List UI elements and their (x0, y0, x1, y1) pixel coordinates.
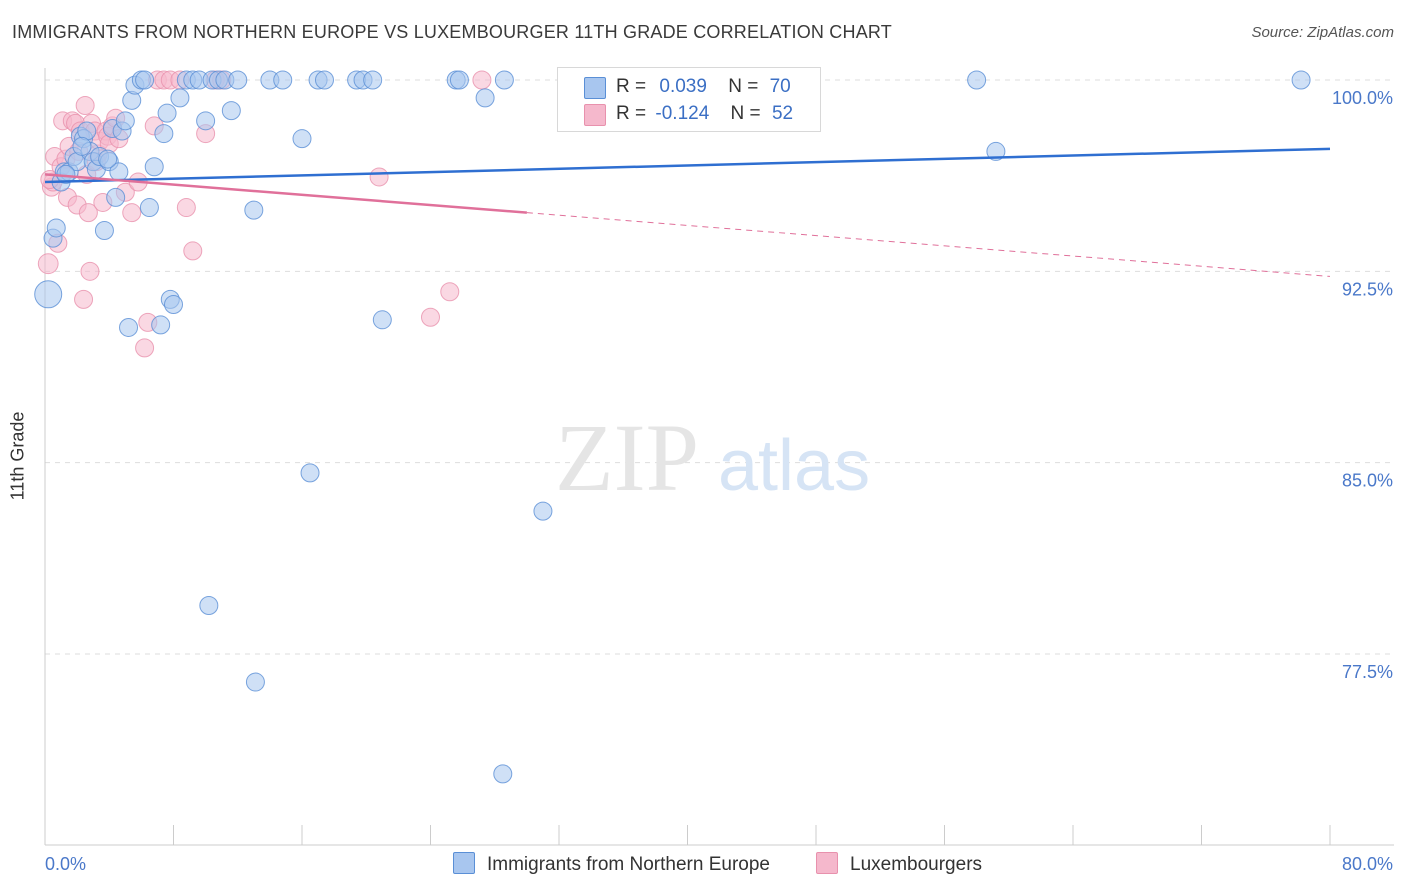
stats-legend: R = 0.039 N = 70 R = -0.124 N = 52 (557, 67, 821, 132)
luxembourger-point (80, 261, 100, 281)
watermark: ZIP atlas (555, 404, 870, 511)
northern-europe-point (273, 70, 293, 90)
northern-europe-point (300, 463, 320, 483)
y-tick-label: 92.5% (1342, 279, 1393, 299)
northern-europe-point (475, 88, 495, 108)
x-tick-labels: 0.0% 80.0% (45, 854, 1393, 874)
x-tick-label-max: 80.0% (1342, 854, 1393, 874)
trend-line-luxembourgers-projection (526, 212, 1331, 277)
luxembourger-point (176, 198, 196, 218)
northern-europe-point (967, 70, 987, 90)
luxembourger-point (369, 167, 389, 187)
northern-europe-point (493, 764, 513, 784)
source-label: Source: ZipAtlas.com (1251, 24, 1394, 41)
x-tick-label-min: 0.0% (45, 854, 86, 874)
luxembourger-point (74, 289, 94, 309)
legend-r-label-2: R = (616, 103, 647, 124)
northern-europe-point (199, 596, 219, 616)
trend-lines (44, 147, 1331, 277)
luxembourger-point (78, 203, 98, 223)
axes (44, 68, 1394, 846)
northern-europe-point (98, 149, 118, 169)
northern-europe-points (34, 70, 1311, 784)
northern-europe-point (164, 294, 183, 314)
luxembourger-point (421, 307, 440, 327)
bottom-legend-swatch-pink (816, 852, 838, 874)
northern-europe-point (115, 111, 135, 131)
northern-europe-point (314, 70, 334, 90)
legend-r-value-1: 0.039 (659, 76, 707, 97)
y-tick-label: 85.0% (1342, 471, 1393, 491)
northern-europe-point (221, 101, 241, 121)
watermark-atlas: atlas (718, 426, 870, 506)
legend-row-2: R = -0.124 N = 52 (616, 103, 793, 127)
legend-swatch-blue (584, 77, 606, 99)
luxembourger-point (122, 203, 142, 223)
northern-europe-point (363, 70, 383, 90)
chart-title: IMMIGRANTS FROM NORTHERN EUROPE VS LUXEM… (12, 22, 892, 42)
y-axis-label: 11th Grade (7, 411, 28, 501)
northern-europe-point (245, 672, 265, 692)
legend-n-value-2: 52 (771, 103, 794, 124)
luxembourgers-points (37, 70, 492, 358)
northern-europe-point (372, 310, 392, 330)
northern-europe-point (72, 136, 92, 156)
northern-europe-point (34, 280, 63, 309)
bottom-legend-label-1: Immigrants from Northern Europe (487, 854, 770, 875)
luxembourger-point (183, 241, 203, 261)
legend-n-label-2: N = (730, 103, 761, 124)
legend-swatch-pink (584, 104, 606, 126)
luxembourger-point (75, 96, 95, 116)
northern-europe-point (122, 90, 142, 110)
northern-europe-point (196, 111, 216, 131)
northern-europe-point (292, 129, 312, 149)
northern-europe-point (151, 315, 171, 335)
y-tick-label: 77.5% (1342, 662, 1393, 682)
legend-row-1: R = 0.039 N = 70 (616, 76, 791, 100)
northern-europe-point (135, 70, 155, 90)
watermark-zip: ZIP (555, 404, 699, 511)
luxembourger-point (135, 338, 155, 358)
bottom-legend-item-1: Immigrants from Northern Europe (453, 852, 770, 876)
grid-lines (45, 79, 1394, 655)
northern-europe-point (144, 157, 164, 177)
northern-europe-point (94, 221, 114, 241)
northern-europe-point (533, 501, 553, 521)
northern-europe-point (449, 70, 469, 90)
northern-europe-point (986, 141, 1006, 161)
northern-europe-point (1291, 70, 1311, 90)
y-tick-labels: 100.0% 92.5% 85.0% 77.5% (1332, 88, 1393, 682)
luxembourger-point (37, 253, 59, 275)
luxembourger-point (472, 70, 492, 90)
legend-n-value-1: 70 (769, 76, 791, 97)
y-tick-label: 100.0% (1332, 88, 1393, 108)
northern-europe-point (157, 103, 177, 123)
legend-n-label-1: N = (728, 76, 759, 97)
legend-r-value-2: -0.124 (655, 103, 710, 124)
northern-europe-point (494, 70, 514, 90)
northern-europe-point (106, 187, 126, 207)
bottom-legend-item-2: Luxembourgers (816, 852, 982, 876)
northern-europe-point (154, 124, 174, 144)
northern-europe-point (170, 88, 190, 108)
luxembourger-point (440, 282, 460, 302)
northern-europe-point (119, 317, 139, 337)
northern-europe-point (244, 200, 264, 220)
northern-europe-point (139, 198, 159, 218)
trend-line-northern-europe (44, 147, 1331, 184)
bottom-legend-label-2: Luxembourgers (850, 854, 983, 875)
northern-europe-point (228, 70, 248, 90)
northern-europe-point (46, 218, 66, 238)
bottom-legend-swatch-blue (453, 852, 475, 874)
legend-r-label-1: R = (616, 76, 647, 97)
trend-line-luxembourgers (44, 173, 527, 214)
